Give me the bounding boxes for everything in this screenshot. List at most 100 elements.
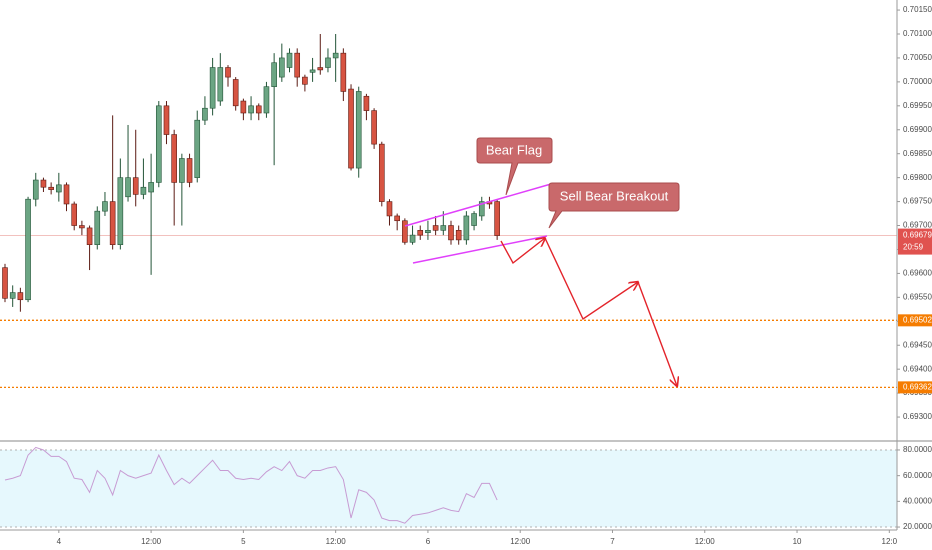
axis-background	[897, 0, 932, 550]
drawings: Bear Flag Sell Bear Breakout	[404, 137, 680, 386]
candle-body	[440, 225, 447, 231]
candle-body	[163, 105, 170, 135]
x-tick-label: 12:00	[510, 537, 531, 546]
y-tick-label: 0.70100	[903, 29, 932, 38]
last-price-badge	[898, 228, 932, 255]
candle-body	[194, 119, 201, 178]
y-tick-label: 0.69600	[903, 269, 932, 278]
callout-box	[476, 137, 553, 196]
candle-body	[109, 201, 116, 245]
channel-upper	[404, 183, 552, 227]
callout-text: Sell Bear Breakout	[560, 188, 669, 203]
y-tick-label: 0.69700	[903, 221, 932, 230]
candle-body	[309, 69, 316, 73]
channel-lower	[412, 235, 548, 264]
y-tick-label: 0.69400	[903, 364, 932, 373]
arrow-path	[637, 281, 677, 386]
x-tick-label: 4	[57, 537, 62, 546]
indicator-band	[0, 449, 897, 528]
candle-body	[332, 52, 339, 59]
callout-box	[548, 182, 680, 229]
x-tick-label: 12:00	[326, 537, 347, 546]
candle-body	[455, 230, 462, 241]
y-tick-label: 0.69750	[903, 197, 932, 206]
arrow-path	[500, 238, 545, 265]
candle-body	[86, 227, 93, 245]
candle-body	[425, 230, 431, 234]
candle-body	[202, 107, 208, 121]
candle-body	[148, 182, 154, 193]
level-badge-text: 0.69362	[903, 382, 932, 391]
x-tick-label: 12:0	[882, 537, 898, 546]
callout-text: Bear Flag	[486, 142, 542, 157]
candle-body	[378, 143, 385, 202]
candle-body	[463, 215, 470, 241]
y-tick-label: 0.69900	[903, 125, 932, 134]
candle-body	[225, 67, 231, 78]
candle-body	[132, 177, 139, 195]
x-tick-label: 12:00	[695, 537, 716, 546]
plot-layer	[0, 33, 897, 528]
candle-body	[79, 225, 85, 229]
candle-body	[402, 220, 408, 243]
candle-body	[355, 91, 362, 169]
y-tick-label: 0.69300	[903, 412, 932, 421]
candle-body	[32, 179, 39, 200]
candle-body	[317, 67, 324, 71]
candle-body	[263, 86, 270, 114]
candle-body	[140, 186, 147, 195]
candle-body	[71, 203, 78, 226]
candle-body	[348, 88, 354, 169]
candle-body	[409, 234, 416, 243]
candle-body	[432, 225, 439, 231]
x-tick-label: 6	[426, 537, 431, 546]
y-tick-label: 40.0000	[903, 496, 932, 505]
candle-body	[286, 52, 293, 68]
candle-body	[371, 110, 377, 145]
candle-body	[94, 210, 101, 245]
candle-body	[363, 95, 370, 111]
candle-body	[394, 215, 400, 222]
candle-body	[294, 52, 301, 78]
candle-body	[186, 158, 193, 183]
candle-body	[217, 67, 224, 102]
candle-body	[386, 201, 393, 217]
level-badge	[898, 314, 932, 327]
candle-body	[17, 292, 24, 301]
indicator-line	[4, 446, 498, 524]
candle-body	[478, 201, 485, 217]
x-tick-label: 12:00	[141, 537, 162, 546]
y-tick-label: 0.69950	[903, 101, 932, 110]
candle-body	[25, 198, 31, 301]
candle-body	[2, 267, 8, 299]
countdown-text: 20:59	[903, 243, 924, 252]
candle-body	[471, 213, 477, 226]
axis-background	[0, 530, 932, 550]
y-tick-label: 0.70150	[903, 5, 932, 14]
candle-body	[232, 79, 239, 107]
candle-body	[48, 186, 54, 190]
candle-body	[417, 230, 424, 236]
y-tick-label: 60.0000	[903, 471, 932, 480]
candle-body	[209, 67, 216, 109]
candle-body	[179, 158, 185, 183]
x-tick-label: 7	[610, 537, 615, 546]
candle-body	[117, 177, 124, 245]
y-tick-label: 80.0000	[903, 445, 932, 454]
candle-body	[302, 76, 308, 85]
candle-body	[102, 201, 108, 212]
y-tick-label: 0.70000	[903, 77, 932, 86]
candle-body	[9, 292, 16, 299]
candle-body	[448, 225, 454, 241]
last-price-text: 0.69679	[903, 231, 932, 240]
y-tick-label: 0.69450	[903, 340, 932, 349]
y-tick-label: 0.70050	[903, 53, 932, 62]
level-badge	[898, 381, 932, 394]
y-tick-label: 0.69550	[903, 292, 932, 301]
y-tick-label: 20.0000	[903, 522, 932, 531]
candle-body	[255, 105, 262, 114]
x-tick-label: 5	[241, 537, 246, 546]
